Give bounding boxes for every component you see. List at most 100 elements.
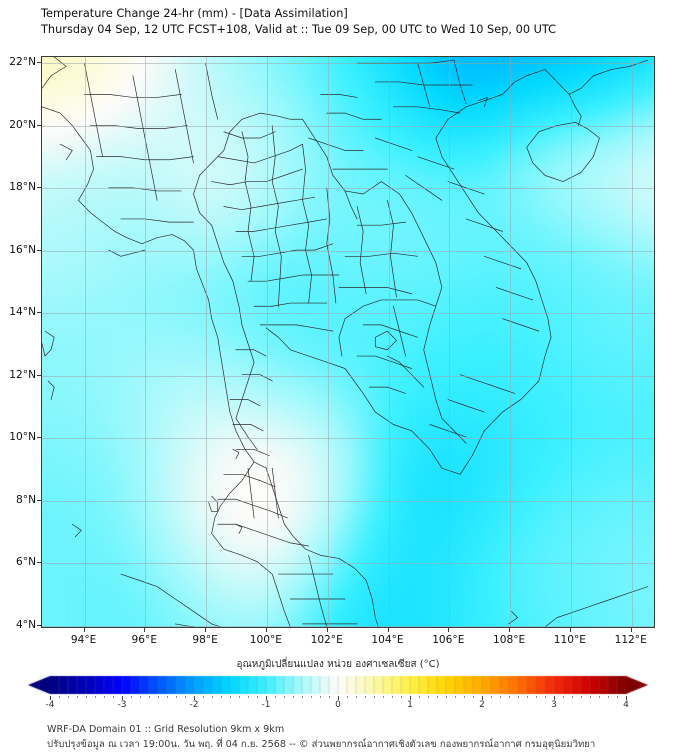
colorbar-minor-tick xyxy=(527,696,528,698)
colorbar-minor-tick xyxy=(617,696,618,698)
colorbar-minor-tick xyxy=(68,696,69,698)
x-axis-tick xyxy=(387,628,389,632)
y-axis-tick-label: 16°N xyxy=(9,243,36,256)
y-axis-tick-label: 4°N xyxy=(16,618,36,631)
colorbar-minor-tick xyxy=(203,696,204,698)
colorbar-major-tick xyxy=(482,696,483,700)
y-axis-tick xyxy=(37,437,41,439)
colorbar-minor-tick xyxy=(428,696,429,698)
colorbar-minor-tick xyxy=(599,696,600,698)
colorbar-minor-tick xyxy=(401,696,402,698)
colorbar-minor-tick xyxy=(158,696,159,698)
graticule-parallel xyxy=(42,438,654,440)
colorbar-major-tick xyxy=(626,696,627,700)
colorbar-minor-tick xyxy=(95,696,96,698)
colorbar-minor-tick xyxy=(131,696,132,698)
x-axis-tick xyxy=(205,628,207,632)
x-axis-tick-label: 112°E xyxy=(614,634,647,646)
graticule-meridian xyxy=(145,57,147,627)
colorbar-minor-tick xyxy=(311,696,312,698)
graticule-parallel xyxy=(42,188,654,190)
footer-block: WRF-DA Domain 01 :: Grid Resolution 9km … xyxy=(47,722,667,752)
colorbar-tick-layer: -4 -3 -2 -1 0 1 2 3 4 xyxy=(28,696,648,714)
temperature-anomaly-field xyxy=(42,57,654,627)
graticule-parallel xyxy=(42,500,654,502)
map-plot-area[interactable] xyxy=(41,56,655,628)
colorbar-minor-tick xyxy=(167,696,168,698)
colorbar-minor-tick xyxy=(104,696,105,698)
x-axis-tick-label: 110°E xyxy=(553,634,586,646)
x-axis-tick xyxy=(569,628,571,632)
chart-title-block: Temperature Change 24-hr (mm) - [Data As… xyxy=(41,6,661,38)
graticule-parallel xyxy=(42,313,654,315)
colorbar-minor-tick xyxy=(302,696,303,698)
y-axis-tick-label: 12°N xyxy=(9,368,36,381)
colorbar-minor-tick xyxy=(590,696,591,698)
colorbar-minor-tick xyxy=(536,696,537,698)
y-axis-tick xyxy=(37,124,41,126)
colorbar-tick-label: -2 xyxy=(189,700,199,710)
colorbar-minor-tick xyxy=(500,696,501,698)
colorbar-minor-tick xyxy=(572,696,573,698)
footer-credit: ปรับปรุงข้อมูล ณ เวลา 19:00น. วัน พฤ. ที… xyxy=(47,739,596,750)
colorbar-minor-tick xyxy=(239,696,240,698)
y-axis-tick-label: 6°N xyxy=(16,556,36,569)
y-axis-tick xyxy=(37,249,41,251)
colorbar-minor-tick xyxy=(392,696,393,698)
colorbar-minor-tick xyxy=(212,696,213,698)
footer-domain-info: WRF-DA Domain 01 :: Grid Resolution 9km … xyxy=(47,724,285,735)
graticule-meridian xyxy=(570,57,572,627)
colorbar-minor-tick xyxy=(356,696,357,698)
x-axis-tick-label: 104°E xyxy=(371,634,404,646)
x-axis-tick xyxy=(509,628,511,632)
colorbar-tick-label: 2 xyxy=(479,700,485,710)
y-axis-tick xyxy=(37,562,41,564)
chart-subtitle: Thursday 04 Sep, 12 UTC FCST+108, Valid … xyxy=(41,23,557,36)
x-axis-tick xyxy=(265,628,267,632)
x-axis-tick-label: 94°E xyxy=(70,634,97,646)
y-axis-tick xyxy=(37,374,41,376)
y-axis-tick-label: 8°N xyxy=(16,493,36,506)
colorbar-minor-tick xyxy=(545,696,546,698)
colorbar-minor-tick xyxy=(581,696,582,698)
y-axis-tick-label: 10°N xyxy=(9,431,36,444)
colorbar-minor-tick xyxy=(248,696,249,698)
graticule-meridian xyxy=(266,57,268,627)
graticule-parallel xyxy=(42,250,654,252)
colorbar-minor-tick xyxy=(275,696,276,698)
colorbar-minor-tick xyxy=(374,696,375,698)
colorbar-minor-tick xyxy=(320,696,321,698)
colorbar-tick-label: 1 xyxy=(407,700,413,710)
x-axis-tick-label: 96°E xyxy=(131,634,158,646)
y-axis-tick-label: 22°N xyxy=(9,56,36,69)
colorbar-minor-tick xyxy=(455,696,456,698)
colorbar-minor-tick xyxy=(365,696,366,698)
colorbar-minor-tick xyxy=(257,696,258,698)
colorbar-block: อุณหภูมิเปลี่ยนแปลง หน่วย องศาเซลเซียส (… xyxy=(0,658,676,714)
x-axis-tick-label: 102°E xyxy=(310,634,343,646)
graticule-parallel xyxy=(42,63,654,65)
colorbar-gradient xyxy=(28,674,648,696)
x-axis-tick xyxy=(83,628,85,632)
colorbar-minor-tick xyxy=(140,696,141,698)
x-axis-tick xyxy=(326,628,328,632)
x-axis-tick-label: 108°E xyxy=(492,634,526,646)
x-axis-tick-label: 100°E xyxy=(249,634,282,646)
colorbar-minor-tick xyxy=(563,696,564,698)
colorbar-minor-tick xyxy=(59,696,60,698)
colorbar-strip[interactable] xyxy=(28,674,648,696)
y-axis-tick xyxy=(37,499,41,501)
colorbar-tick-label: 3 xyxy=(551,700,557,710)
graticule-meridian xyxy=(510,57,512,627)
colorbar-minor-tick xyxy=(446,696,447,698)
graticule-meridian xyxy=(449,57,451,627)
colorbar-minor-tick xyxy=(491,696,492,698)
x-axis-tick xyxy=(144,628,146,632)
colorbar-minor-tick xyxy=(230,696,231,698)
colorbar-major-tick xyxy=(194,696,195,700)
colorbar-minor-tick xyxy=(347,696,348,698)
graticule-meridian xyxy=(631,57,633,627)
colorbar-major-tick xyxy=(554,696,555,700)
colorbar-minor-tick xyxy=(86,696,87,698)
colorbar-minor-tick xyxy=(113,696,114,698)
